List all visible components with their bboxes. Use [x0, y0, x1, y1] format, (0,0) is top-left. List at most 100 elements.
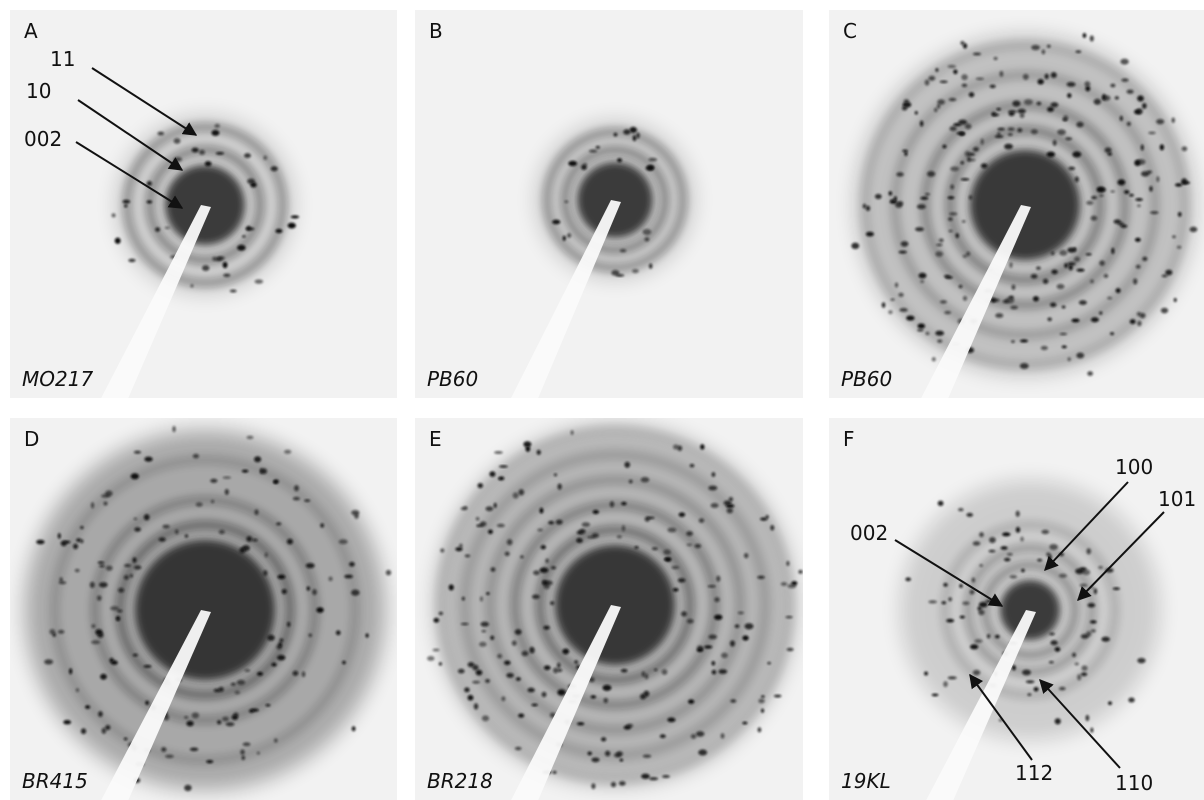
spot [730, 699, 737, 703]
spot [210, 499, 215, 504]
spot [1019, 339, 1029, 343]
panel-letter: A [24, 19, 38, 43]
spot [1110, 83, 1116, 88]
spot [57, 629, 65, 634]
spot [1056, 283, 1065, 290]
spot [1049, 660, 1054, 664]
spot [997, 127, 1005, 131]
spot [1090, 279, 1094, 284]
spot [80, 526, 84, 530]
spot [533, 570, 540, 576]
spot [1012, 665, 1016, 671]
spot [173, 157, 183, 162]
spot [761, 695, 765, 698]
spot [967, 156, 971, 162]
spot [590, 695, 597, 699]
spot [543, 625, 550, 630]
spot [342, 660, 346, 665]
spot [1015, 510, 1020, 517]
spot [972, 147, 979, 152]
spot [1114, 96, 1119, 100]
spot [757, 575, 765, 579]
spot [222, 476, 231, 479]
spot [69, 668, 73, 675]
spot [277, 574, 286, 580]
spot [939, 80, 948, 84]
spot [427, 656, 435, 661]
spot [1176, 245, 1182, 249]
spot [1160, 307, 1169, 314]
spot [688, 699, 695, 704]
spot [1047, 317, 1052, 322]
spot [186, 720, 194, 727]
spot [743, 552, 749, 559]
spot [116, 618, 120, 622]
spot [273, 479, 280, 484]
spot [968, 152, 975, 156]
spot [195, 502, 203, 507]
spot [1002, 532, 1011, 537]
spot [277, 654, 286, 661]
spot [254, 509, 259, 516]
spot [550, 601, 555, 606]
spot [641, 773, 650, 779]
beam-stop [101, 205, 211, 398]
spot [545, 558, 549, 564]
spot [1084, 81, 1091, 88]
spot [254, 456, 262, 463]
spot [481, 715, 490, 722]
spot [133, 565, 142, 570]
spot [252, 538, 258, 542]
spot [241, 755, 246, 761]
spot [101, 727, 107, 734]
spot [1156, 176, 1160, 183]
sample-label: MO217 [22, 367, 93, 391]
core [135, 540, 275, 680]
spot [124, 204, 128, 208]
spot [463, 505, 468, 509]
spot [663, 549, 671, 555]
spot [953, 69, 958, 75]
spot [1042, 278, 1049, 284]
ring [90, 495, 320, 725]
spot [937, 104, 941, 109]
spot [1019, 362, 1029, 370]
spot [123, 574, 130, 580]
spot [1057, 129, 1066, 136]
spot [254, 279, 264, 284]
spot [631, 268, 639, 274]
spot [464, 554, 471, 558]
spot [1126, 89, 1134, 94]
spot [758, 698, 765, 704]
spot [916, 204, 926, 210]
spot [351, 726, 356, 732]
spot [1008, 295, 1014, 299]
spot [472, 664, 479, 671]
spot [532, 594, 540, 600]
spot [667, 717, 676, 723]
core [1000, 580, 1060, 640]
spot [568, 160, 578, 167]
spot [620, 668, 628, 673]
spot [729, 640, 736, 647]
diffraction-panel: C PB60 [829, 10, 1204, 398]
spot [306, 586, 310, 591]
annotation-label: 10 [26, 79, 51, 103]
spot [109, 657, 114, 663]
spot [217, 256, 225, 260]
spot [494, 451, 503, 454]
spot [105, 565, 113, 571]
spot [649, 777, 659, 781]
spot [294, 485, 299, 492]
spot [949, 126, 957, 132]
spot [1054, 718, 1061, 725]
spot [1137, 95, 1144, 102]
spot [948, 217, 953, 221]
spot [576, 537, 582, 542]
spot [504, 551, 510, 557]
spot [320, 523, 325, 528]
spot [1078, 300, 1087, 305]
spot [694, 543, 702, 549]
spot [91, 640, 101, 645]
spot [1076, 268, 1085, 272]
